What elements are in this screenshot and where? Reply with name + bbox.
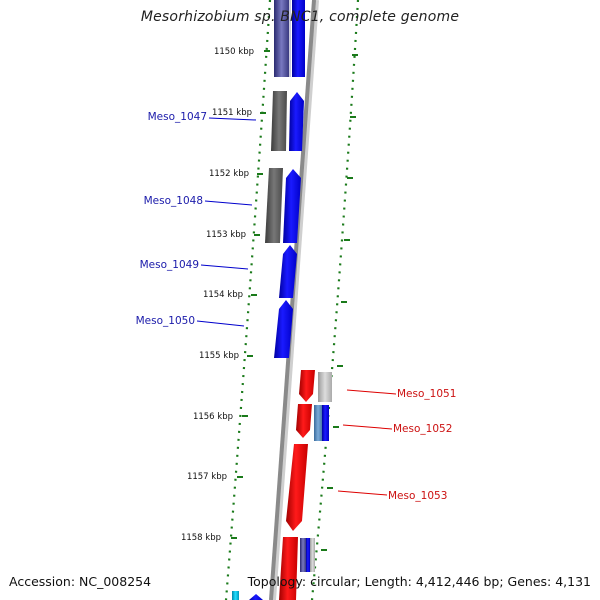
left-dotted-ring [224, 0, 272, 600]
cyan-feature-bottom [232, 591, 239, 600]
gene-label-meso-1052[interactable]: Meso_1052 [393, 423, 452, 435]
cds-meso-1048[interactable] [283, 169, 301, 243]
cds-meso-1047[interactable] [289, 92, 304, 151]
tick-label: 1152 kbp [209, 169, 249, 179]
leader-meso-1050 [196, 320, 245, 327]
tick-1152: 1152 kbp [209, 169, 353, 179]
blue-arrow-bottom [249, 594, 263, 600]
tick-label: 1155 kbp [199, 351, 239, 361]
backbone-shadow [270, 0, 319, 600]
gene-label-meso-1049[interactable]: Meso_1049 [140, 259, 199, 271]
cds-meso-1052[interactable] [296, 404, 312, 438]
tick-1155: 1155 kbp [199, 351, 343, 367]
tick-label: 1156 kbp [193, 412, 233, 422]
leader-meso-1051 [346, 389, 397, 395]
leader-meso-1052 [342, 424, 393, 430]
tick-label: 1151 kbp [212, 108, 252, 118]
cds-meso-1051[interactable] [299, 370, 315, 402]
gene-label-meso-1053[interactable]: Meso_1053 [388, 490, 447, 502]
leader-meso-1048 [204, 200, 253, 206]
map-title: Mesorhizobium sp. BNC1, complete genome [140, 9, 460, 25]
gene-label-meso-1048[interactable]: Meso_1048 [144, 195, 203, 207]
accession-text: Accession: NC_008254 [9, 574, 152, 589]
leader-meso-1053 [337, 490, 388, 496]
cds-meso-1050[interactable] [274, 300, 293, 358]
tick-1150: 1150 kbp [214, 47, 358, 57]
right-dotted-ring [310, 0, 360, 600]
tick-1153: 1153 kbp [206, 230, 350, 241]
light-feature [318, 372, 332, 402]
tick-1158: 1158 kbp [181, 533, 327, 551]
blue-feature-bottom [306, 538, 310, 572]
slate-feature-bottom [300, 538, 306, 572]
blue-feature-small [322, 405, 329, 441]
tick-1154: 1154 kbp [203, 290, 347, 303]
tick-label: 1158 kbp [181, 533, 221, 543]
red-feature-bottom [279, 537, 298, 600]
gene-label-meso-1047[interactable]: Meso_1047 [148, 111, 207, 123]
topology-text: Topology: circular; Length: 4,412,446 bp… [247, 574, 591, 589]
steel-feature [314, 405, 322, 441]
tick-1156: 1156 kbp [193, 412, 339, 428]
tick-1157: 1157 kbp [187, 472, 333, 489]
gene-label-meso-1051[interactable]: Meso_1051 [397, 388, 456, 400]
light-feature-bottom [310, 538, 315, 572]
feature-block-top-blue [292, 0, 305, 77]
backbone [269, 0, 316, 600]
tick-label: 1157 kbp [187, 472, 227, 482]
leader-meso-1049 [200, 264, 249, 270]
cds-meso-1049[interactable] [279, 245, 297, 298]
leader-meso-1047 [208, 117, 257, 121]
tick-label: 1154 kbp [203, 290, 243, 300]
feature-block-top-slate [274, 0, 289, 77]
gray-feature-1 [271, 91, 287, 151]
tick-label: 1153 kbp [206, 230, 246, 240]
feature-block-top-light [289, 0, 291, 77]
gray-feature-2 [265, 168, 283, 243]
tick-1151: 1151 kbp [212, 108, 356, 118]
cds-meso-1053[interactable] [286, 444, 308, 531]
gene-label-meso-1050[interactable]: Meso_1050 [136, 315, 195, 327]
tick-label: 1150 kbp [214, 47, 254, 57]
